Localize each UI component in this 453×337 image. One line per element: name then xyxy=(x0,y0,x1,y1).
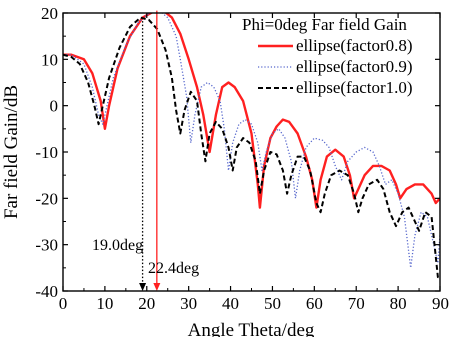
x-tick-label: 50 xyxy=(264,294,281,313)
x-tick-label: 40 xyxy=(222,294,239,313)
x-tick-label: 60 xyxy=(306,294,323,313)
x-tick-label: 70 xyxy=(348,294,365,313)
legend: Phi=0deg Far field Gain ellipse(factor0.8… xyxy=(242,15,413,97)
x-tick-label: 30 xyxy=(180,294,197,313)
series-line-3 xyxy=(63,16,440,279)
annotation-arrowhead-2 xyxy=(153,283,161,291)
y-axis-title: Far field Gain/dB xyxy=(1,85,22,219)
x-tick-label: 80 xyxy=(390,294,407,313)
series-line-2 xyxy=(63,13,440,269)
series-layer xyxy=(63,13,440,279)
y-tick-label: 10 xyxy=(41,50,58,69)
x-tick-label: 0 xyxy=(59,294,68,313)
legend-entry-1: ellipse(factor0.8) xyxy=(296,36,413,55)
legend-title: Phi=0deg Far field Gain xyxy=(242,15,407,34)
legend-entry-3: ellipse(factor1.0) xyxy=(296,78,413,97)
x-axis-title: Angle Theta/deg xyxy=(188,320,315,337)
annotation-label-22deg: 22.4deg xyxy=(148,260,199,277)
annotation-layer: 19.0deg 22.4deg xyxy=(92,10,199,291)
annotation-arrowhead-1 xyxy=(139,283,147,291)
y-tick-label: -30 xyxy=(35,236,58,255)
y-tick-label: 0 xyxy=(50,97,59,116)
y-tick-label: 20 xyxy=(41,4,58,23)
y-tick-label: -40 xyxy=(35,282,58,301)
x-tick-label: 90 xyxy=(432,294,449,313)
axes-layer: 0 10 20 30 40 50 60 70 80 90 -40 -30 -20 -10 0 10 20 xyxy=(35,4,449,313)
legend-entry-2: ellipse(factor0.9) xyxy=(296,57,413,76)
annotation-label-19deg: 19.0deg xyxy=(92,237,143,254)
x-tick-label: 10 xyxy=(96,294,113,313)
y-tick-label: -10 xyxy=(35,143,58,162)
y-tick-label: -20 xyxy=(35,189,58,208)
x-tick-label: 20 xyxy=(138,294,155,313)
